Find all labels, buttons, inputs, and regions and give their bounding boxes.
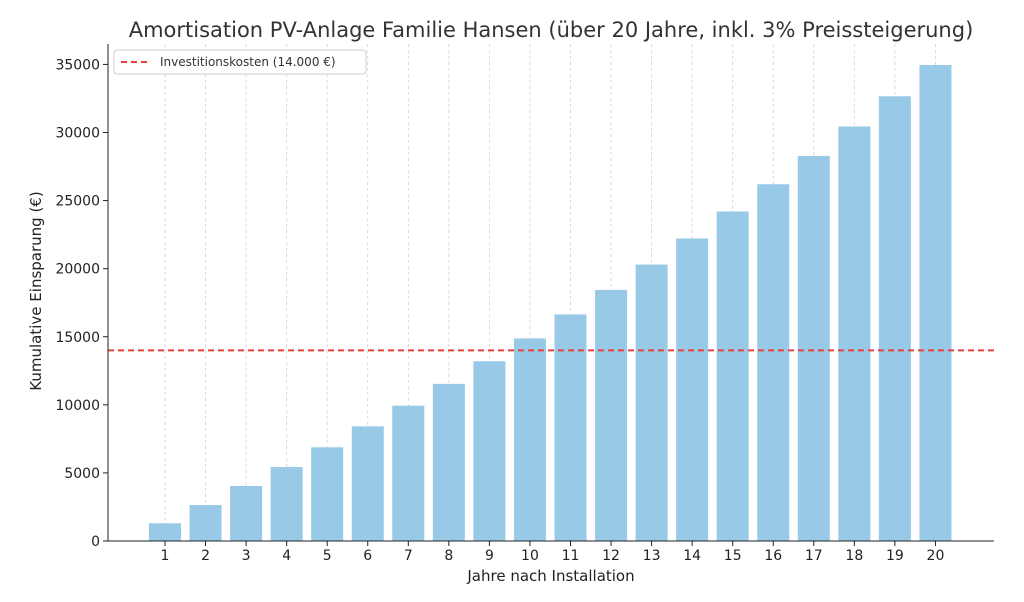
- bar-year-11: [554, 314, 587, 541]
- x-tick-label: 20: [927, 548, 945, 564]
- y-tick-label: 20000: [55, 262, 100, 278]
- x-tick-label: 2: [201, 548, 210, 564]
- x-tick-label: 1: [161, 548, 170, 564]
- y-tick-label: 15000: [55, 330, 100, 346]
- x-tick-label: 8: [444, 548, 453, 564]
- y-tick-label: 35000: [55, 57, 100, 73]
- bar-year-1: [149, 523, 181, 541]
- legend-label: Investitionskosten (14.000 €): [160, 55, 336, 69]
- x-tick-label: 16: [764, 548, 782, 564]
- bar-year-20: [919, 64, 952, 542]
- x-tick-label: 18: [845, 548, 863, 564]
- bar-year-14: [676, 238, 709, 541]
- x-tick-label: 7: [404, 548, 413, 564]
- bar-year-2: [189, 505, 222, 541]
- bar-year-7: [392, 405, 425, 541]
- x-axis-label: Jahre nach Installation: [466, 567, 634, 585]
- x-tick-label: 10: [521, 548, 539, 564]
- bar-year-17: [797, 155, 830, 541]
- x-tick-label: 5: [323, 548, 332, 564]
- bar-year-12: [595, 289, 628, 541]
- y-tick-label: 10000: [55, 398, 100, 414]
- legend: Investitionskosten (14.000 €): [113, 49, 367, 75]
- chart-title: Amortisation PV-Anlage Familie Hansen (ü…: [129, 18, 974, 42]
- bar-year-19: [878, 96, 911, 542]
- bar-year-10: [513, 338, 546, 541]
- y-tick-label: 30000: [55, 126, 100, 142]
- x-tick-label: 19: [886, 548, 904, 564]
- bars: [149, 64, 952, 542]
- x-tick-label: 3: [242, 548, 251, 564]
- bar-year-16: [757, 184, 790, 541]
- bar-year-18: [838, 126, 871, 541]
- y-axis-label: Kumulative Einsparung (€): [27, 191, 45, 390]
- x-tick-label: 11: [562, 548, 580, 564]
- x-tick-label: 15: [724, 548, 742, 564]
- bar-year-3: [230, 485, 263, 541]
- x-tick-label: 17: [805, 548, 823, 564]
- bar-year-4: [270, 467, 303, 541]
- x-tick-label: 4: [282, 548, 291, 564]
- x-tick-label: 14: [683, 548, 701, 564]
- y-tick-label: 5000: [64, 466, 100, 482]
- y-tick-labels: 0 5000 10000 15000 20000 25000 30000 35000: [55, 57, 100, 550]
- legend-box: [113, 49, 367, 75]
- x-tick-label: 12: [602, 548, 620, 564]
- bar-year-13: [635, 264, 668, 541]
- x-tick-label: 6: [363, 548, 372, 564]
- x-tick-label: 13: [643, 548, 661, 564]
- bar-year-15: [716, 211, 749, 542]
- x-tick-label: 9: [485, 548, 494, 564]
- y-tick-label: 25000: [55, 194, 100, 210]
- bar-year-5: [311, 447, 344, 541]
- bar-year-8: [432, 383, 465, 541]
- bar-year-6: [351, 426, 384, 541]
- axes: [103, 44, 994, 546]
- x-tick-labels: 1 2 3 4 5 6 7 8 9 10 11 12 13 14 15 16 17 18 19 20: [161, 548, 945, 564]
- bar-year-9: [473, 361, 506, 541]
- y-tick-label: 0: [91, 534, 100, 550]
